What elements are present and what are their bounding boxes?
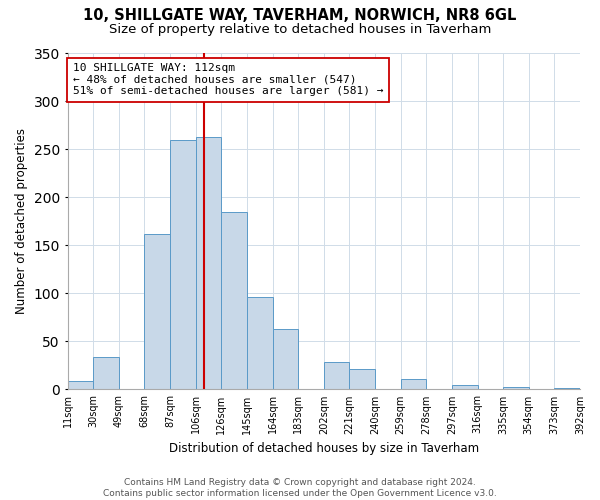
- Y-axis label: Number of detached properties: Number of detached properties: [15, 128, 28, 314]
- Bar: [68, 381, 93, 390]
- Bar: [324, 362, 349, 390]
- Bar: [503, 386, 529, 390]
- Bar: [452, 384, 478, 390]
- Bar: [349, 369, 375, 390]
- Bar: [145, 234, 170, 390]
- Bar: [272, 329, 298, 390]
- Bar: [247, 297, 272, 390]
- X-axis label: Distribution of detached houses by size in Taverham: Distribution of detached houses by size …: [169, 442, 479, 455]
- Bar: [170, 140, 196, 390]
- Text: 10 SHILLGATE WAY: 112sqm
← 48% of detached houses are smaller (547)
51% of semi-: 10 SHILLGATE WAY: 112sqm ← 48% of detach…: [73, 63, 383, 96]
- Bar: [401, 379, 426, 390]
- Text: 10, SHILLGATE WAY, TAVERHAM, NORWICH, NR8 6GL: 10, SHILLGATE WAY, TAVERHAM, NORWICH, NR…: [83, 8, 517, 22]
- Text: Size of property relative to detached houses in Taverham: Size of property relative to detached ho…: [109, 22, 491, 36]
- Bar: [93, 356, 119, 390]
- Text: Contains HM Land Registry data © Crown copyright and database right 2024.
Contai: Contains HM Land Registry data © Crown c…: [103, 478, 497, 498]
- Bar: [196, 136, 221, 390]
- Bar: [554, 388, 580, 390]
- Bar: [221, 212, 247, 390]
